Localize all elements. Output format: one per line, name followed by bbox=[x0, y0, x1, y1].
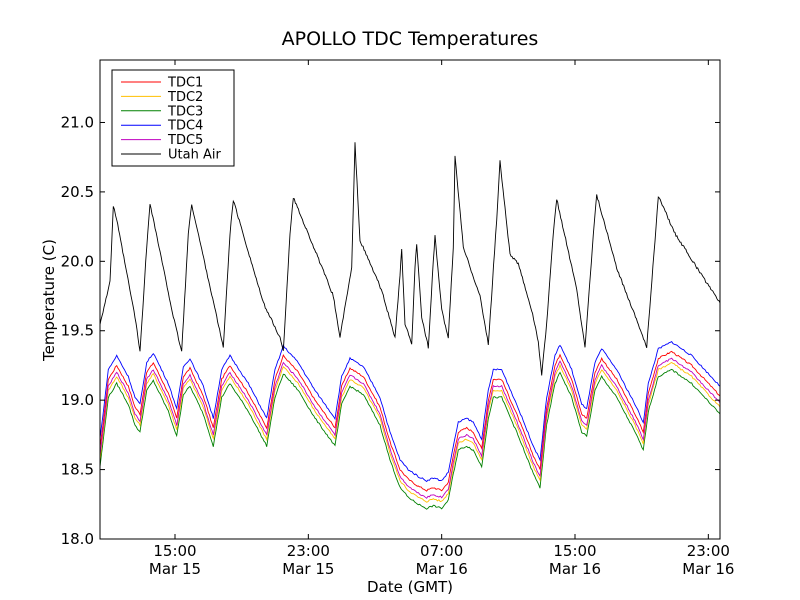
plot-area-frame bbox=[99, 59, 721, 540]
series-line-tdc5 bbox=[100, 357, 720, 499]
x-tick-time-label: 23:00 bbox=[687, 542, 730, 560]
legend-label-tdc1: TDC1 bbox=[167, 76, 203, 91]
x-tick-date-label: Mar 15 bbox=[282, 560, 334, 578]
x-tick-time-label: 07:00 bbox=[420, 542, 463, 560]
series-line-tdc3 bbox=[100, 368, 720, 510]
y-tick-label: 19.5 bbox=[61, 322, 94, 340]
legend-label-tdc3: TDC3 bbox=[167, 104, 203, 119]
y-tick-label: 21.0 bbox=[61, 113, 94, 131]
chart-title: APOLLO TDC Temperatures bbox=[282, 28, 539, 50]
y-tick-label: 18.5 bbox=[61, 461, 94, 479]
legend-label-tdc4: TDC4 bbox=[167, 119, 203, 134]
series-line-tdc1 bbox=[100, 350, 720, 492]
y-axis: 18.0 18.5 19.0 19.5 20.0 20.5 21.0 bbox=[61, 113, 720, 548]
legend-label-tdc2: TDC2 bbox=[167, 90, 203, 105]
x-tick-date-label: Mar 16 bbox=[549, 560, 601, 578]
x-axis-label: Date (GMT) bbox=[367, 578, 453, 596]
y-tick-label: 20.0 bbox=[61, 252, 94, 270]
x-tick-time-label: 15:00 bbox=[553, 542, 596, 560]
y-tick-label: 18.0 bbox=[61, 530, 94, 548]
y-tick-label: 20.5 bbox=[61, 183, 94, 201]
series-line-tdc4 bbox=[100, 341, 720, 483]
legend-box bbox=[111, 69, 235, 167]
series-layer bbox=[100, 142, 720, 510]
x-tick-date-label: Mar 16 bbox=[682, 560, 734, 578]
y-axis-label: Temperature (C) bbox=[40, 239, 58, 362]
x-tick-date-label: Mar 16 bbox=[416, 560, 468, 578]
series-line-utah-air bbox=[100, 142, 720, 376]
legend-label-tdc5: TDC5 bbox=[167, 133, 203, 148]
x-tick-time-label: 15:00 bbox=[153, 542, 196, 560]
series-line-tdc2 bbox=[100, 361, 720, 503]
legend-label-utah-air: Utah Air bbox=[168, 148, 221, 163]
y-tick-label: 19.0 bbox=[61, 391, 94, 409]
x-tick-time-label: 23:00 bbox=[287, 542, 330, 560]
x-tick-date-label: Mar 15 bbox=[149, 560, 201, 578]
